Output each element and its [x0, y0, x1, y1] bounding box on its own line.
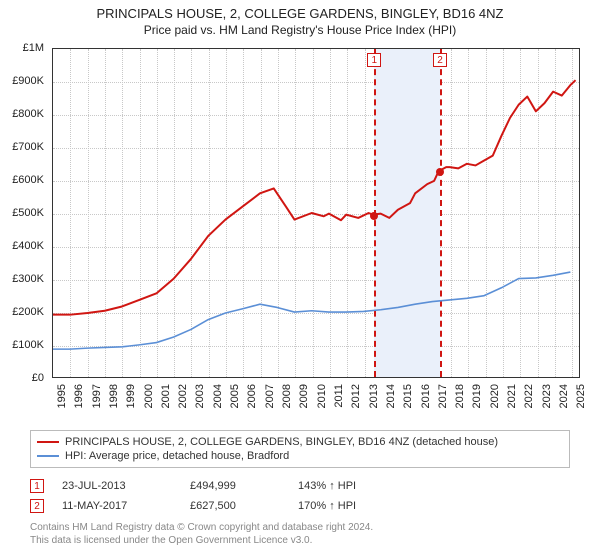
plot-area: 12 [52, 48, 580, 378]
sale-badge: 1 [30, 479, 44, 493]
x-tick-label: 2015 [402, 384, 414, 408]
x-tick-label: 2020 [489, 384, 501, 408]
legend-row: HPI: Average price, detached house, Brad… [37, 449, 563, 463]
footer-note: Contains HM Land Registry data © Crown c… [30, 522, 570, 547]
legend-label: HPI: Average price, detached house, Brad… [65, 450, 289, 462]
x-tick-label: 2012 [350, 384, 362, 408]
title-line-2: Price paid vs. HM Land Registry's House … [8, 23, 592, 37]
x-tick-label: 2007 [264, 384, 276, 408]
x-tick-label: 1995 [56, 384, 68, 408]
y-tick-label: £700K [12, 141, 44, 153]
x-tick-label: 2013 [368, 384, 380, 408]
x-tick-label: 1997 [91, 384, 103, 408]
legend-swatch [37, 441, 59, 443]
series-line-subject [53, 80, 576, 315]
x-tick-label: 2023 [541, 384, 553, 408]
line-plot [53, 49, 579, 377]
x-tick-label: 2000 [143, 384, 155, 408]
x-tick-label: 1996 [73, 384, 85, 408]
x-tick-label: 2010 [316, 384, 328, 408]
y-tick-label: £900K [12, 75, 44, 87]
x-tick-label: 2004 [212, 384, 224, 408]
x-tick-label: 2017 [437, 384, 449, 408]
sale-date: 11-MAY-2017 [62, 500, 172, 512]
y-axis-labels: £0£100K£200K£300K£400K£500K£600K£700K£80… [0, 48, 48, 378]
x-tick-label: 2019 [471, 384, 483, 408]
y-tick-label: £300K [12, 273, 44, 285]
sales-row: 2 11-MAY-2017 £627,500 170% ↑ HPI [30, 496, 570, 516]
x-tick-label: 2018 [454, 384, 466, 408]
legend-label: PRINCIPALS HOUSE, 2, COLLEGE GARDENS, BI… [65, 436, 498, 448]
x-tick-label: 2005 [229, 384, 241, 408]
x-tick-label: 2016 [420, 384, 432, 408]
sale-price: £627,500 [190, 500, 280, 512]
sales-table: 1 23-JUL-2013 £494,999 143% ↑ HPI 2 11-MAY-20… [30, 476, 570, 516]
x-tick-label: 2025 [575, 384, 587, 408]
x-tick-label: 2014 [385, 384, 397, 408]
y-tick-label: £600K [12, 174, 44, 186]
y-tick-label: £0 [32, 372, 44, 384]
legend-row: PRINCIPALS HOUSE, 2, COLLEGE GARDENS, BI… [37, 435, 563, 449]
footer-line-2: This data is licensed under the Open Gov… [30, 535, 570, 548]
x-axis-labels: 1995 1996 1997 1998 1999 2000 2001 2002 2003 2004… [52, 380, 580, 428]
y-tick-label: £400K [12, 240, 44, 252]
sale-delta: 143% ↑ HPI [298, 480, 408, 492]
sale-dot [370, 212, 378, 220]
x-tick-label: 2003 [194, 384, 206, 408]
y-tick-label: £500K [12, 207, 44, 219]
chart-container: PRINCIPALS HOUSE, 2, COLLEGE GARDENS, BI… [0, 0, 600, 560]
sale-marker-badge: 1 [367, 53, 381, 67]
sale-date: 23-JUL-2013 [62, 480, 172, 492]
sale-delta: 170% ↑ HPI [298, 500, 408, 512]
sales-row: 1 23-JUL-2013 £494,999 143% ↑ HPI [30, 476, 570, 496]
x-tick-label: 2006 [246, 384, 258, 408]
sale-price: £494,999 [190, 480, 280, 492]
x-tick-label: 2001 [160, 384, 172, 408]
y-tick-label: £100K [12, 339, 44, 351]
sale-dot [436, 168, 444, 176]
sale-marker-badge: 2 [433, 53, 447, 67]
x-tick-label: 2021 [506, 384, 518, 408]
x-tick-label: 2008 [281, 384, 293, 408]
x-tick-label: 1999 [125, 384, 137, 408]
sale-badge: 2 [30, 499, 44, 513]
title-line-1: PRINCIPALS HOUSE, 2, COLLEGE GARDENS, BI… [8, 6, 592, 21]
legend-swatch [37, 455, 59, 457]
legend: PRINCIPALS HOUSE, 2, COLLEGE GARDENS, BI… [30, 430, 570, 468]
x-tick-label: 2024 [558, 384, 570, 408]
x-tick-label: 1998 [108, 384, 120, 408]
x-tick-label: 2002 [177, 384, 189, 408]
y-tick-label: £800K [12, 108, 44, 120]
y-tick-label: £1M [23, 42, 44, 54]
series-line-hpi [53, 272, 570, 349]
x-tick-label: 2011 [333, 384, 345, 408]
y-tick-label: £200K [12, 306, 44, 318]
x-tick-label: 2009 [298, 384, 310, 408]
x-tick-label: 2022 [523, 384, 535, 408]
footer-line-1: Contains HM Land Registry data © Crown c… [30, 522, 570, 535]
title-block: PRINCIPALS HOUSE, 2, COLLEGE GARDENS, BI… [0, 0, 600, 39]
